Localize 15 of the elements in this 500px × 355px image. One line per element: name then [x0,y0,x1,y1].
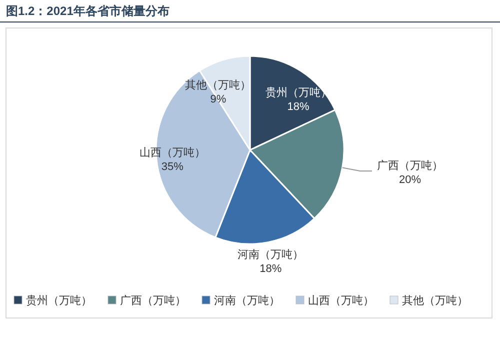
slice-label: 山西（万吨） [139,146,206,160]
chart-title: 图1.2：2021年各省市储量分布 [6,4,170,18]
legend-label: 其他（万吨） [402,294,468,307]
slice-label: 广西（万吨） [377,158,444,172]
data-label: 18% [260,263,282,276]
data-label: 20% [399,174,422,186]
data-label: 18% [287,101,310,114]
legend-label: 贵州（万吨） [26,294,92,307]
slice-label: 其他（万吨） [185,78,252,92]
data-label: 9% [210,94,226,106]
legend-label: 河南（万吨） [214,294,280,307]
legend-label: 山西（万吨） [308,294,374,307]
legend-label: 广西（万吨） [120,294,186,307]
slice-label: 河南（万吨） [238,248,304,262]
data-label: 35% [161,161,184,174]
